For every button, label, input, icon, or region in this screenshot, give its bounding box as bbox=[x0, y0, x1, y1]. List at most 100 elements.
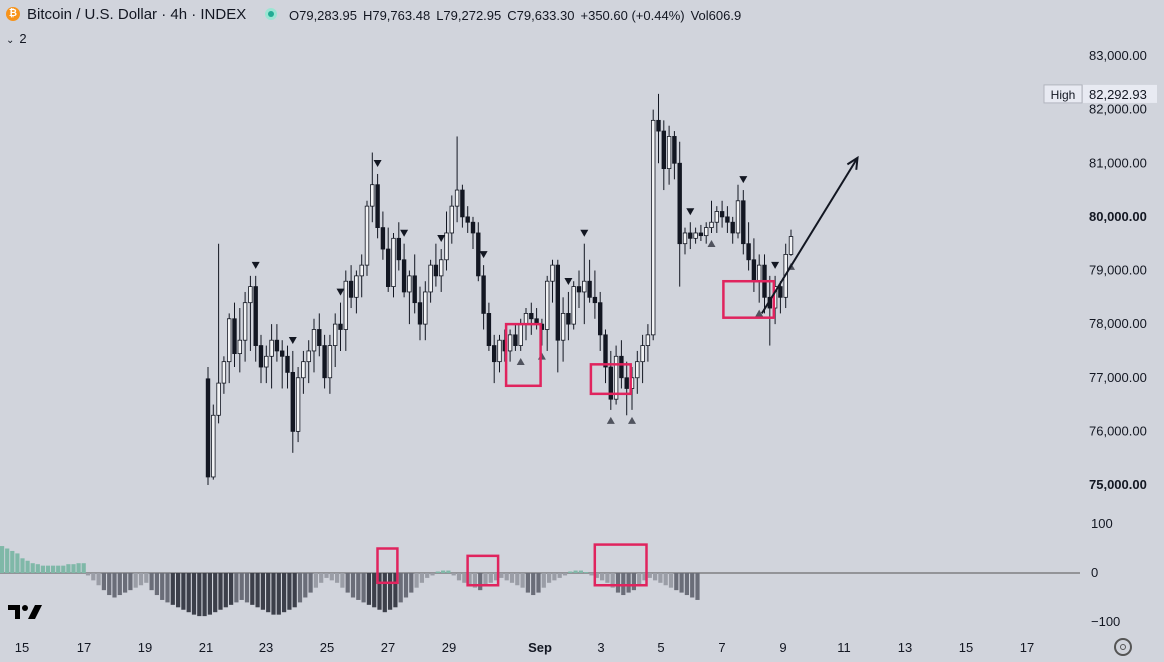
oscillator-bar bbox=[600, 573, 605, 581]
candle-body bbox=[354, 275, 359, 298]
oscillator-bar bbox=[35, 564, 40, 573]
oscillator-bar bbox=[223, 573, 228, 608]
high-tag-label: High bbox=[1051, 88, 1076, 102]
time-axis-label: 25 bbox=[320, 640, 334, 655]
candle-body bbox=[714, 211, 719, 223]
oscillator-bar bbox=[568, 571, 573, 573]
oscillator-bar bbox=[605, 573, 610, 583]
candle-body bbox=[428, 264, 433, 293]
candle-body bbox=[269, 339, 274, 357]
oscillator-bar bbox=[186, 573, 191, 613]
candle-body bbox=[693, 232, 698, 239]
oscillator-highlight-box bbox=[376, 547, 399, 585]
time-axis-label: 3 bbox=[597, 640, 604, 655]
candle-body bbox=[560, 312, 566, 341]
candle-body bbox=[603, 334, 608, 368]
candle-body bbox=[332, 323, 338, 346]
oscillator-highlight-box bbox=[593, 543, 648, 587]
candle-body bbox=[688, 232, 693, 239]
oscillator-bar bbox=[345, 573, 350, 593]
buy-signal-marker bbox=[755, 309, 764, 317]
candle-body bbox=[248, 286, 253, 304]
time-axis-label: Sep bbox=[528, 640, 552, 655]
symbol-title[interactable]: Bitcoin / U.S. Dollar · 4h · INDEX bbox=[27, 6, 247, 23]
oscillator-bar bbox=[144, 573, 149, 583]
candle-body bbox=[385, 248, 391, 287]
oscillator-bar bbox=[356, 573, 361, 600]
oscillator-bar bbox=[340, 573, 345, 588]
oscillator-bar bbox=[589, 573, 594, 576]
candle-body bbox=[370, 184, 375, 207]
close-value: C79,633.30 bbox=[507, 8, 575, 23]
oscillator-bar bbox=[335, 573, 340, 583]
candle-body bbox=[592, 296, 598, 304]
candle-body bbox=[253, 286, 258, 346]
ohlc-readout: O79,283.95 H79,763.48 L79,272.95 C79,633.30… bbox=[289, 8, 747, 23]
oscillator-bar bbox=[40, 565, 45, 573]
oscillator-tick-label: −100 bbox=[1091, 614, 1120, 629]
oscillator-bar bbox=[377, 573, 382, 610]
candle-body bbox=[444, 232, 449, 261]
candle-body bbox=[778, 286, 783, 298]
oscillator-bar bbox=[674, 573, 679, 591]
candle-body bbox=[359, 264, 364, 277]
price-tick-label: 79,000.00 bbox=[1089, 263, 1147, 278]
oscillator-bar bbox=[197, 573, 202, 617]
oscillator-bar bbox=[255, 573, 260, 608]
oscillator-bar bbox=[372, 573, 377, 608]
buy-signal-marker bbox=[516, 357, 525, 365]
candle-body bbox=[279, 350, 285, 357]
buy-signal-marker bbox=[537, 352, 546, 360]
volume-value: Vol606.9 bbox=[690, 8, 742, 23]
oscillator-bar bbox=[366, 573, 371, 605]
oscillator-bar bbox=[213, 573, 218, 613]
oscillator-bar bbox=[435, 571, 440, 573]
sell-signal-marker bbox=[580, 229, 589, 237]
oscillator-bar bbox=[250, 573, 255, 605]
indicator-toggle[interactable]: ⌄ 2 bbox=[6, 31, 27, 46]
candle-body bbox=[274, 339, 280, 352]
candle-body bbox=[290, 371, 295, 432]
candle-body bbox=[619, 355, 624, 379]
oscillator-bar bbox=[91, 573, 96, 581]
candle-body bbox=[751, 259, 757, 282]
price-tick-label: 83,000.00 bbox=[1089, 48, 1147, 63]
oscillator-bar bbox=[117, 573, 122, 596]
oscillator-bar bbox=[324, 573, 329, 578]
oscillator-bar bbox=[478, 573, 483, 591]
oscillator-bar bbox=[382, 573, 387, 613]
candle-body bbox=[423, 291, 428, 325]
gear-icon[interactable] bbox=[1114, 638, 1132, 656]
oscillator-bar bbox=[504, 573, 509, 581]
candle-body bbox=[327, 345, 333, 379]
buy-signal-marker bbox=[707, 239, 716, 247]
candle-body bbox=[571, 286, 576, 325]
oscillator-bar bbox=[631, 573, 636, 591]
oscillator-bar bbox=[313, 573, 318, 588]
oscillator-bar bbox=[414, 573, 419, 588]
candle-body bbox=[529, 312, 534, 320]
candle-body bbox=[651, 119, 656, 336]
oscillator-bar bbox=[547, 573, 552, 583]
oscillator-bar bbox=[96, 573, 101, 586]
oscillator-bar bbox=[0, 546, 5, 573]
oscillator-bar bbox=[56, 565, 61, 573]
oscillator-bar bbox=[690, 573, 695, 598]
candle-body bbox=[656, 119, 661, 132]
oscillator-bar bbox=[467, 573, 472, 586]
oscillator-bar bbox=[76, 563, 81, 573]
candle-body bbox=[587, 280, 592, 298]
chart-header: ₿ Bitcoin / U.S. Dollar · 4h · INDEX O79… bbox=[0, 0, 1164, 28]
candle-body bbox=[433, 264, 439, 277]
sell-signal-marker bbox=[400, 229, 409, 237]
candle-body bbox=[396, 237, 401, 261]
candle-body bbox=[677, 162, 682, 245]
oscillator-bar bbox=[319, 573, 324, 583]
candle-body bbox=[704, 227, 709, 237]
candle-body bbox=[576, 286, 582, 293]
oscillator-bar bbox=[292, 573, 297, 608]
high-value: H79,763.48 bbox=[362, 8, 431, 23]
oscillator-bar bbox=[20, 558, 25, 573]
oscillator-bar bbox=[552, 573, 557, 581]
